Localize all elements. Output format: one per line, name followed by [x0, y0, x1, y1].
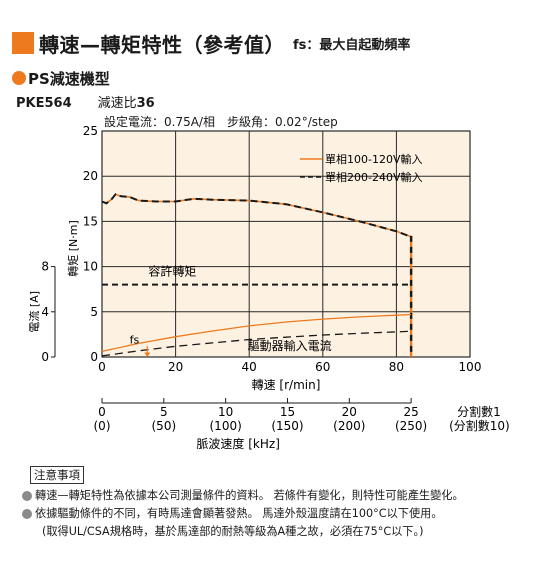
notes-heading: 注意事項	[30, 466, 84, 484]
x-axis-title: 轉速 [r/min]	[252, 378, 321, 392]
pulse-tick-label-div10: (150)	[271, 419, 303, 433]
x-tick-label: 20	[168, 360, 183, 374]
notes-section: 注意事項 轉速—轉矩特性為依據本公司測量條件的資料。 若條件有變化，則特性可能產…	[22, 466, 555, 541]
note-indent-text: (取得UL/CSA規格時，基於馬達部的耐熱等級為A種之故，必須在75°C以下。)	[42, 525, 424, 538]
model-name: PKE564	[16, 96, 72, 111]
pulse-tick-label-div10: (200)	[333, 419, 365, 433]
y-tick-label: 20	[83, 169, 98, 183]
pulse-tick-label-div10: (250)	[395, 419, 427, 433]
ratio-value: 36	[136, 96, 155, 111]
pulse-tick-label: 20	[342, 405, 357, 419]
y-tick-label: 10	[83, 260, 98, 274]
pulse-tick-label: 5	[160, 405, 168, 419]
y-tick-label: 0	[90, 350, 98, 364]
plot-border	[101, 130, 471, 358]
title-square-icon	[12, 32, 34, 54]
pulse-tick-label-div10: (100)	[210, 419, 242, 433]
series-row: PS減速機型	[12, 68, 110, 88]
pulse-tick-label-div10: (50)	[152, 419, 177, 433]
torque-line	[101, 193, 412, 238]
x-tick-label: 0	[98, 360, 106, 374]
legend-label: 單相100-120V輸入	[325, 152, 423, 166]
y-tick-label: 5	[90, 305, 98, 319]
model-row: PKE564 減速比 36	[16, 92, 155, 111]
pulse-tick-label: 10	[218, 405, 233, 419]
x-tick-label: 60	[315, 360, 330, 374]
series-name: PS減速機型	[28, 69, 110, 88]
x-tick-label: 80	[389, 360, 404, 374]
current-tick-label: 8	[41, 260, 49, 274]
plot-area	[102, 131, 470, 357]
current-tick-label: 4	[41, 305, 49, 319]
chart-subtitle: fs：最大自起動頻率	[293, 37, 411, 53]
pulse-tick-label: 25	[403, 405, 418, 419]
torque-chart: 0 20 40 60 80 1000510152025容許轉矩驅動器輸入電流fs單相100…	[27, 124, 510, 451]
note-text: 依據驅動條件的不同，有時馬達會顯著發熱。 馬達外殼溫度請在100°C以下使用。	[35, 507, 443, 520]
bullet-icon	[12, 71, 26, 85]
legend-label: 單相200-240V輸入	[325, 170, 423, 184]
current-axis-title: 電流 [A]	[27, 291, 41, 333]
title-row: 轉速—轉矩特性（參考值） fs：最大自起動頻率	[12, 30, 411, 57]
ratio-label: 減速比	[97, 96, 137, 111]
driver-current-label: 驅動器輸入電流	[248, 338, 332, 353]
x-tick-label: 100	[459, 360, 482, 374]
y-axis-title: 轉矩 [N·m]	[67, 220, 80, 277]
allowable-torque-label: 容許轉矩	[148, 264, 196, 279]
fs-marker-arrow	[144, 352, 151, 357]
note-item: 依據驅動條件的不同，有時馬達會顯著發熱。 馬達外殼溫度請在100°C以下使用。	[22, 505, 555, 523]
current-line	[101, 330, 412, 357]
pulse-tick-label: 0	[98, 405, 106, 419]
note-bullet-icon	[22, 509, 32, 519]
y-tick-label: 15	[83, 214, 98, 228]
x-tick-label: 40	[242, 360, 257, 374]
note-text: 轉速—轉矩特性為依據本公司測量條件的資料。 若條件有變化，則特性可能產生變化。	[35, 489, 464, 502]
chart-title: 轉速—轉矩特性（參考值）	[39, 32, 285, 57]
y-tick-label: 25	[83, 124, 98, 138]
div1-label: 分割數1	[457, 404, 501, 419]
fs-label: fs	[130, 333, 140, 346]
note-item: 轉速—轉矩特性為依據本公司測量條件的資料。 若條件有變化，則特性可能產生變化。	[22, 487, 555, 505]
pulse-axis-title: 脈波速度 [kHz]	[196, 436, 279, 451]
current-tick-label: 0	[41, 350, 49, 364]
note-bullet-icon	[22, 491, 32, 501]
pulse-tick-label-div10: (0)	[94, 419, 111, 433]
div10-label: (分割數10)	[449, 418, 510, 433]
current-line	[101, 313, 412, 353]
settings-text: 設定電流：0.75A/相 步級角：0.02°/step	[104, 115, 338, 129]
pulse-tick-label: 15	[280, 405, 295, 419]
